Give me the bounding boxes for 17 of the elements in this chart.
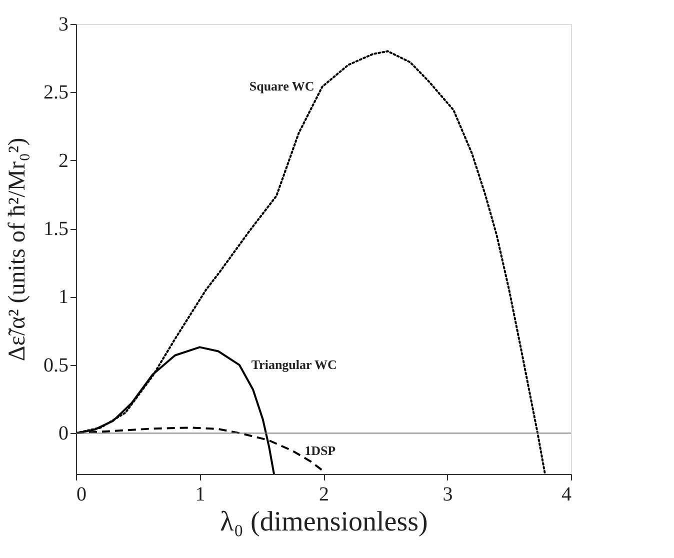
annotation: Square WC <box>249 78 314 94</box>
y-axis-title: Δε̃/α² (units of ħ²/Mr₀²) <box>4 138 30 362</box>
annotation: 1DSP <box>304 442 336 458</box>
x-tick-label: 0 <box>76 484 86 506</box>
y-tick-label: 1 <box>58 286 68 308</box>
x-tick-label: 3 <box>442 484 453 506</box>
x-tick-label: 2 <box>319 484 329 506</box>
y-tick-label: 2.5 <box>44 82 68 104</box>
annotation: Triangular WC <box>251 356 337 372</box>
y-tick-label: 0 <box>58 422 68 445</box>
x-axis-title: λ₀ (dimensionless) <box>220 506 428 538</box>
y-tick-label: 3 <box>58 14 68 36</box>
x-tick-label: 4 <box>562 484 572 506</box>
y-tick-label: 1.5 <box>44 218 68 240</box>
x-tick-label: 1 <box>195 484 206 506</box>
y-tick-label: 2 <box>58 150 68 172</box>
y-tick-label: 0.5 <box>44 354 68 376</box>
